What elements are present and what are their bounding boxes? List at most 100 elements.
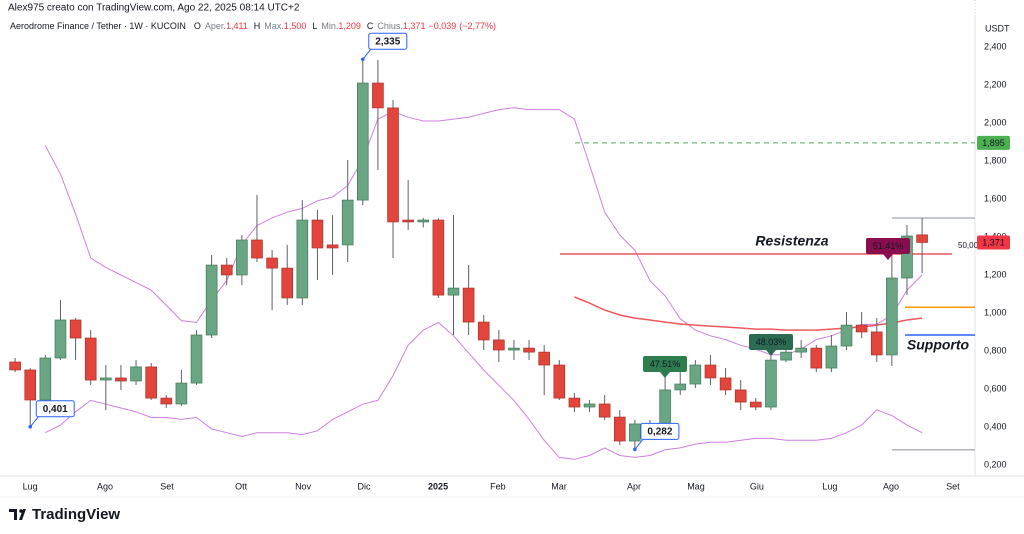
- candle-body: [870, 331, 883, 356]
- author-line: Alex975 creato con TradingView.com, Ago …: [8, 3, 300, 14]
- candle-body: [750, 401, 762, 408]
- candle-body: [780, 351, 792, 361]
- candle-body: [583, 403, 596, 408]
- candle-body: [704, 364, 717, 379]
- candle-body: [840, 324, 853, 347]
- candle-body: [281, 267, 294, 299]
- percent-tag-arrow: [766, 350, 776, 356]
- candle-body: [100, 377, 112, 381]
- price-label-box: [977, 235, 1010, 250]
- callout-pointer: [634, 439, 644, 450]
- legend-change-pct: (−2,77%): [459, 21, 496, 31]
- indicator-line: [44, 107, 923, 356]
- y-tick-label: 2,400: [984, 41, 1007, 51]
- candle-body: [236, 239, 248, 276]
- candle-body: [523, 347, 535, 353]
- y-tick-label: 1,600: [984, 193, 1007, 203]
- candle-body: [9, 361, 21, 371]
- percent-tag-label: 47.51%: [650, 359, 681, 369]
- callout-dot: [633, 447, 637, 452]
- legend-key: L: [312, 21, 317, 31]
- x-tick-label: Set: [160, 481, 174, 491]
- candle-body: [341, 199, 354, 246]
- x-tick-label: Lug: [822, 481, 837, 491]
- x-tick-label: Mag: [687, 481, 705, 491]
- percent-tag-label: 48.03%: [756, 337, 787, 347]
- x-tick-label: Dic: [358, 481, 371, 491]
- y-tick-label: 1,800: [984, 155, 1007, 165]
- candle-body: [901, 235, 913, 279]
- candle-body: [629, 423, 641, 442]
- x-tick-label: Lug: [23, 481, 38, 491]
- candle-body: [734, 389, 747, 403]
- legend-label: Aper.: [205, 21, 226, 31]
- price-label: 1,371: [982, 237, 1005, 247]
- legend-key: O: [194, 21, 201, 31]
- x-tick-label: 2025: [428, 481, 448, 491]
- indicator-line: [45, 321, 923, 460]
- annotation-text: 50,00: [958, 241, 979, 250]
- candle-body: [719, 377, 732, 391]
- x-tick-label: Set: [946, 481, 960, 491]
- legend-label: Min.: [321, 21, 338, 31]
- x-tick-label: Ott: [235, 481, 248, 491]
- legend-label: Chius.: [377, 21, 403, 31]
- percent-tag-arrow: [660, 372, 670, 378]
- candle-body: [311, 219, 324, 249]
- legend-value: 1,371: [403, 21, 426, 31]
- legend-value: 1,209: [338, 21, 361, 31]
- candle-body: [387, 107, 399, 223]
- callout-box: [35, 400, 75, 418]
- logo-dot: [19, 509, 23, 513]
- y-tick-label: 1,000: [984, 307, 1007, 317]
- x-tick-label: Mar: [551, 481, 567, 491]
- candle-body: [220, 264, 233, 276]
- callout-label: 0,282: [647, 427, 672, 438]
- annotation-text: Supporto: [907, 337, 970, 353]
- callout-label: 0,401: [43, 404, 68, 415]
- candle-body: [205, 264, 218, 336]
- candle-body: [613, 416, 626, 442]
- candle-body: [296, 219, 309, 299]
- callout-label: 2,335: [375, 36, 400, 47]
- candle-body: [765, 359, 777, 408]
- candle-body: [24, 369, 37, 401]
- candle-body: [326, 244, 339, 249]
- candle-body: [477, 321, 490, 341]
- callout-box: [368, 32, 408, 50]
- legend-key: H: [254, 21, 261, 31]
- candle-body: [855, 324, 868, 333]
- y-tick-label: 0,800: [984, 345, 1007, 355]
- x-tick-label: Ago: [97, 481, 113, 491]
- candle-body: [508, 347, 520, 351]
- candle-body: [190, 334, 203, 384]
- candle-body: [145, 366, 157, 399]
- y-tick-label: 2,000: [984, 117, 1007, 127]
- candle-body: [175, 382, 188, 405]
- y-tick-label: 0,400: [984, 421, 1007, 431]
- candle-body: [659, 389, 671, 429]
- x-tick-label: Apr: [627, 481, 641, 491]
- candle-body: [39, 357, 52, 401]
- callout-pointer: [29, 416, 39, 428]
- percent-tag-label: 51.41%: [873, 241, 904, 251]
- x-tick-label: Feb: [490, 481, 506, 491]
- legend-value: 1,411: [226, 21, 248, 31]
- logo-text: TradingView: [32, 506, 120, 523]
- candle-body: [84, 337, 97, 381]
- callout-dot: [28, 424, 33, 429]
- x-tick-label: Nov: [295, 481, 312, 491]
- candle-body: [432, 219, 445, 296]
- price-label: 1,895: [982, 138, 1005, 148]
- x-tick-label: Ago: [883, 481, 899, 491]
- candle-body: [417, 219, 430, 223]
- candle-body: [538, 351, 550, 366]
- candle-body: [886, 277, 898, 356]
- candle-body: [266, 257, 278, 269]
- callout-dot: [360, 57, 365, 62]
- price-label-box: [977, 135, 1010, 150]
- callout-pointer: [362, 48, 372, 60]
- candle-body: [69, 319, 82, 339]
- candle-body: [795, 347, 807, 353]
